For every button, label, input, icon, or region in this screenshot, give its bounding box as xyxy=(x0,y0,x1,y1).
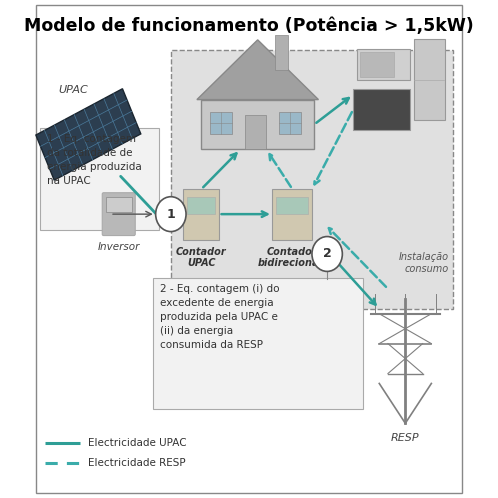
FancyBboxPatch shape xyxy=(353,89,410,130)
Polygon shape xyxy=(197,40,319,100)
Circle shape xyxy=(312,237,342,271)
FancyBboxPatch shape xyxy=(357,49,410,80)
FancyBboxPatch shape xyxy=(413,39,445,120)
FancyBboxPatch shape xyxy=(360,52,394,77)
FancyBboxPatch shape xyxy=(187,197,215,214)
Circle shape xyxy=(156,197,186,232)
Text: 1: 1 xyxy=(166,208,175,221)
FancyBboxPatch shape xyxy=(152,278,363,409)
Text: Electricidade UPAC: Electricidade UPAC xyxy=(88,438,187,448)
FancyBboxPatch shape xyxy=(279,112,301,134)
Text: Electricidade RESP: Electricidade RESP xyxy=(88,458,186,468)
FancyBboxPatch shape xyxy=(272,189,312,240)
Text: 1 - Eq. contagem
da totalidade de
energia produzida
na UPAC: 1 - Eq. contagem da totalidade de energi… xyxy=(47,134,142,186)
FancyBboxPatch shape xyxy=(171,50,453,309)
Text: 2 - Eq. contagem (i) do
excedente de energia
produzida pela UPAC e
(ii) da energ: 2 - Eq. contagem (i) do excedente de ene… xyxy=(160,284,279,350)
Text: Contador
bidirecional¹: Contador bidirecional¹ xyxy=(258,247,327,268)
Text: Inversor: Inversor xyxy=(98,242,140,251)
FancyBboxPatch shape xyxy=(102,193,135,236)
Text: Modelo de funcionamento (Potência > 1,5kW): Modelo de funcionamento (Potência > 1,5k… xyxy=(24,17,474,35)
FancyBboxPatch shape xyxy=(36,5,462,493)
FancyBboxPatch shape xyxy=(275,35,288,70)
Text: 2: 2 xyxy=(323,248,332,260)
Text: Instalação
consumo: Instalação consumo xyxy=(398,252,449,274)
FancyBboxPatch shape xyxy=(276,197,308,214)
Text: Contador
UPAC: Contador UPAC xyxy=(176,247,227,268)
FancyBboxPatch shape xyxy=(201,100,314,149)
FancyBboxPatch shape xyxy=(183,189,219,240)
FancyBboxPatch shape xyxy=(210,112,232,134)
Text: UPAC: UPAC xyxy=(58,85,88,95)
FancyBboxPatch shape xyxy=(245,115,266,149)
FancyBboxPatch shape xyxy=(40,128,159,230)
Text: RESP: RESP xyxy=(391,433,420,443)
FancyBboxPatch shape xyxy=(106,197,132,212)
Polygon shape xyxy=(36,89,141,180)
